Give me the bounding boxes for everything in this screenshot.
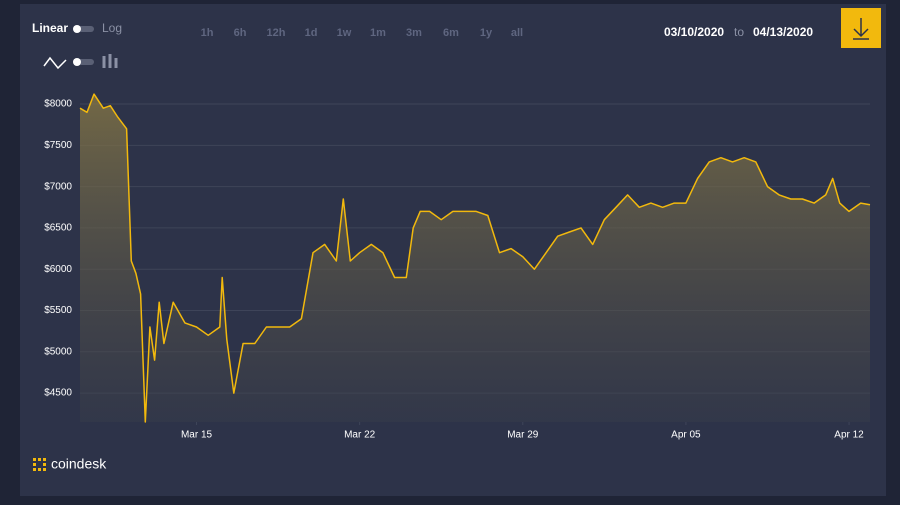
date-from[interactable]: 03/10/2020 bbox=[664, 25, 724, 39]
area-fill bbox=[80, 94, 870, 422]
x-tick-label: Apr 05 bbox=[671, 430, 701, 441]
x-tick-label: Apr 12 bbox=[834, 430, 864, 441]
range-button[interactable]: 1m bbox=[370, 27, 386, 39]
scale-linear[interactable]: Linear bbox=[32, 21, 68, 35]
y-tick-label: $7000 bbox=[44, 181, 72, 192]
scale-log[interactable]: Log bbox=[102, 21, 122, 35]
date-to[interactable]: 04/13/2020 bbox=[753, 25, 813, 39]
y-tick-label: $6500 bbox=[44, 223, 72, 234]
x-tick-label: Mar 15 bbox=[181, 430, 213, 441]
line-icon[interactable] bbox=[43, 56, 67, 70]
y-tick-label: $8000 bbox=[44, 99, 72, 110]
toggle-knob bbox=[73, 58, 81, 66]
y-tick-label: $7500 bbox=[44, 140, 72, 151]
range-button[interactable]: 6h bbox=[234, 27, 247, 39]
price-line bbox=[79, 93, 871, 423]
brand-name: coindesk bbox=[51, 456, 107, 472]
x-tick-label: Mar 22 bbox=[344, 430, 376, 441]
brand-logo bbox=[33, 458, 46, 471]
date-sep: to bbox=[734, 25, 744, 39]
x-tick-label: Mar 29 bbox=[507, 430, 539, 441]
y-tick-label: $5000 bbox=[44, 346, 72, 357]
plot: $4500 $5000 $5500 $6000 $6500 $7000 $7500 $8000… bbox=[44, 93, 871, 441]
range-button[interactable]: 1h bbox=[201, 27, 214, 39]
range-button[interactable]: all bbox=[511, 27, 523, 39]
y-tick-label: $5500 bbox=[44, 305, 72, 316]
toggle-knob bbox=[73, 25, 81, 33]
range-button[interactable]: 1w bbox=[337, 27, 352, 39]
download-icon bbox=[853, 18, 869, 40]
range-button[interactable]: 6m bbox=[443, 27, 459, 39]
range-button[interactable]: 1y bbox=[480, 27, 493, 39]
candle-icon[interactable] bbox=[102, 54, 118, 68]
range-button[interactable]: 12h bbox=[267, 27, 286, 39]
range-buttons: 1h 6h 12h 1d 1w 1m 3m 6m 1y all bbox=[201, 27, 524, 39]
range-button[interactable]: 1d bbox=[305, 27, 318, 39]
y-tick-label: $4500 bbox=[44, 388, 72, 399]
range-button[interactable]: 3m bbox=[406, 27, 422, 39]
y-tick-label: $6000 bbox=[44, 264, 72, 275]
